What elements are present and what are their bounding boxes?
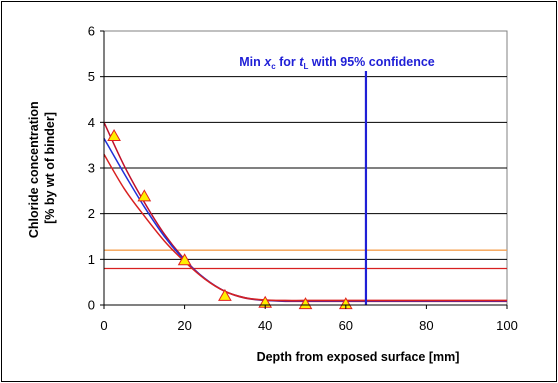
y-tick-label-6: 6 — [88, 24, 95, 39]
y-tick-label-2: 2 — [88, 206, 95, 221]
x-tick-label-40: 40 — [258, 318, 272, 333]
x-tick-label-100: 100 — [496, 318, 518, 333]
data-point-1 — [137, 189, 152, 202]
x-tick-label-20: 20 — [177, 318, 191, 333]
data-point-5 — [298, 297, 313, 310]
x-tick-label-0: 0 — [100, 318, 107, 333]
data-markers — [107, 129, 353, 310]
annotation-text: Min xc for tL with 95% confidence — [239, 55, 435, 71]
y-tick-label-1: 1 — [88, 252, 95, 267]
y-tick-label-3: 3 — [88, 161, 95, 176]
data-point-3 — [218, 288, 232, 301]
x-axis-title: Depth from exposed surface [mm] — [257, 350, 460, 364]
series-curve-2 — [103, 153, 507, 302]
grid-lines — [104, 76, 507, 260]
threshold-lines — [104, 249, 507, 270]
x-tick-label-80: 80 — [419, 318, 433, 333]
x-tick-label-60: 60 — [339, 318, 353, 333]
y-tick-label-0: 0 — [88, 298, 95, 313]
data-point-0 — [107, 129, 121, 142]
y-axis-title: Chloride concentration [% by wt of binde… — [27, 98, 57, 238]
y-tick-label-5: 5 — [88, 69, 95, 84]
fitted-curves — [103, 122, 507, 303]
data-point-2 — [177, 253, 192, 266]
y-tick-label-4: 4 — [88, 115, 95, 130]
